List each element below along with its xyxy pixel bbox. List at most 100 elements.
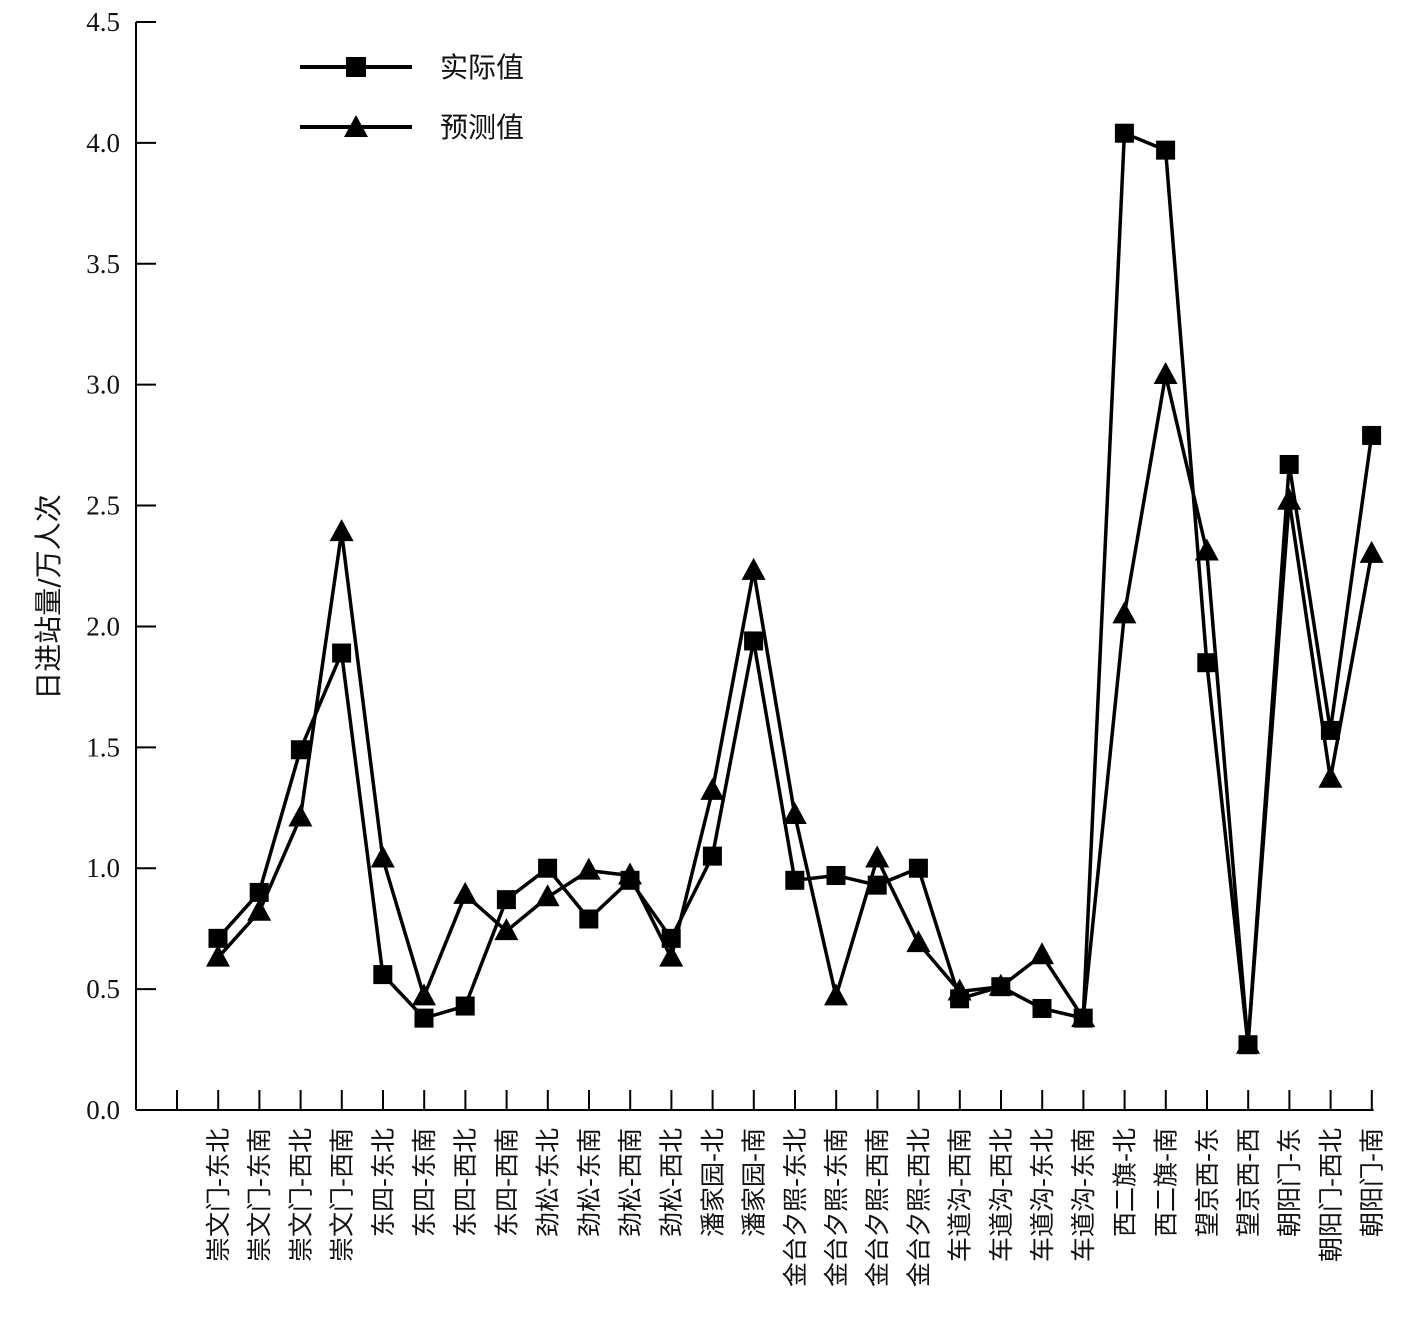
data-point-triangle [865,845,890,868]
data-point-square [744,631,764,651]
data-point-triangle [782,802,807,825]
data-point-square [290,740,310,760]
legend-triangle-marker [344,115,368,137]
data-point-square [908,858,928,878]
data-point-triangle [370,845,395,868]
y-tick-label: 1.5 [86,732,120,762]
data-point-square [414,1008,434,1028]
data-point-triangle [1194,538,1219,561]
series-line [216,131,1374,1047]
legend-square-marker [346,57,366,77]
x-tick-label: 金台夕照-东北 [781,1128,810,1287]
x-tick-label: 东四-西北 [451,1128,480,1237]
data-point-triangle [988,973,1013,996]
x-axis: 崇文门-东北 崇文门-东南 崇文门-西北 崇文门-西南 东四-东北 东四-东南 东四-西北东… [136,1090,1387,1287]
data-point-triangle [329,519,354,542]
x-tick-label: 崇文门-西南 [328,1128,357,1262]
x-tick-label: 金台夕照-西南 [863,1128,892,1287]
data-point-square [579,909,599,929]
data-point-square [1156,140,1176,160]
data-point-square [538,858,558,878]
data-point-triangle [1236,1031,1260,1054]
x-tick-label: 朝阳门-南 [1358,1128,1387,1237]
data-point-triangle [1277,487,1302,510]
x-tick-label: 西二旗-南 [1152,1128,1181,1237]
series-layer [206,123,1384,1055]
y-tick-label: 3.5 [86,249,120,279]
y-tick-label: 0.5 [86,974,120,1004]
data-point-triangle [494,918,519,941]
x-tick-label: 望京西-东 [1193,1128,1222,1237]
y-tick-label: 3.0 [86,370,120,400]
data-point-square [208,928,228,948]
y-axis-title: 日进站量/万人次 [32,494,65,699]
legend: 实际值 预测值 [300,51,524,144]
data-point-triangle [412,983,436,1006]
data-point-square [496,890,516,910]
x-tick-label: 金台夕照-东南 [822,1128,851,1287]
x-tick-label: 朝阳门-东 [1275,1128,1304,1237]
x-tick-label: 车道沟-西北 [987,1128,1016,1262]
data-point-triangle [1112,601,1137,624]
data-point-square [702,846,722,866]
x-tick-label: 金台夕照-西北 [904,1128,933,1287]
y-tick-label: 2.5 [86,491,120,521]
y-axis: 0.0 0.5 1.0 1.5 2.0 2.5 3.0 3.5 4.0 4.5 [86,7,156,1125]
x-tick-label: 望京西-西 [1234,1128,1263,1237]
data-point-triangle [1030,942,1054,965]
x-tick-label: 车道沟-东南 [1069,1128,1098,1262]
data-point-triangle [206,944,230,967]
data-point-square [332,643,352,663]
x-tick-label: 东四-东南 [410,1128,439,1237]
data-point-triangle [1153,361,1178,384]
x-tick-label: 劲松-西北 [657,1128,686,1237]
data-point-square [785,870,805,890]
data-point-triangle [453,881,478,904]
y-tick-label: 1.0 [86,853,120,883]
data-point-triangle [659,944,684,967]
data-point-triangle [700,777,725,800]
x-tick-label: 崇文门-东北 [204,1128,233,1262]
x-tick-label: 潘家园-北 [698,1128,727,1237]
data-point-triangle [906,930,931,953]
data-point-square [826,865,846,885]
x-tick-label: 潘家园-南 [740,1128,769,1237]
data-point-triangle [1318,765,1343,788]
series-actual [208,123,1382,1055]
data-point-square [1032,998,1052,1018]
data-point-triangle [618,862,642,885]
legend-item-actual: 实际值 [300,51,524,84]
y-tick-label: 0.0 [86,1095,120,1125]
data-point-triangle [247,898,272,921]
series-predicted [206,361,1384,1054]
x-tick-label: 朝阳门-西北 [1316,1128,1345,1262]
data-point-triangle [947,978,972,1001]
data-point-square [1362,425,1382,445]
x-tick-label: 劲松-西南 [616,1128,645,1237]
y-tick-label: 2.0 [86,611,120,641]
x-tick-label: 西二旗-北 [1110,1128,1139,1237]
x-tick-label: 车道沟-西南 [946,1128,975,1262]
x-tick-label: 劲松-东北 [534,1128,563,1237]
x-tick-label: 崇文门-东南 [245,1128,274,1262]
data-point-triangle [576,857,601,880]
x-tick-label: 东四-东北 [369,1128,398,1237]
data-point-triangle [1071,1005,1096,1028]
data-point-square [455,996,475,1016]
data-point-triangle [741,557,766,580]
data-point-triangle [535,884,560,907]
legend-label-actual: 实际值 [440,51,524,84]
data-point-triangle [1359,540,1384,563]
data-point-square [1279,454,1299,474]
y-tick-label: 4.0 [86,128,120,158]
data-point-square [1114,123,1134,143]
data-point-square [1197,653,1217,673]
x-tick-label: 东四-西南 [492,1128,521,1237]
data-point-triangle [824,983,848,1006]
legend-item-predicted: 预测值 [300,111,524,144]
legend-label-predicted: 预测值 [440,111,524,144]
series-line [216,373,1374,1047]
data-point-triangle [288,804,313,827]
x-tick-label: 车道沟-东北 [1028,1128,1057,1262]
